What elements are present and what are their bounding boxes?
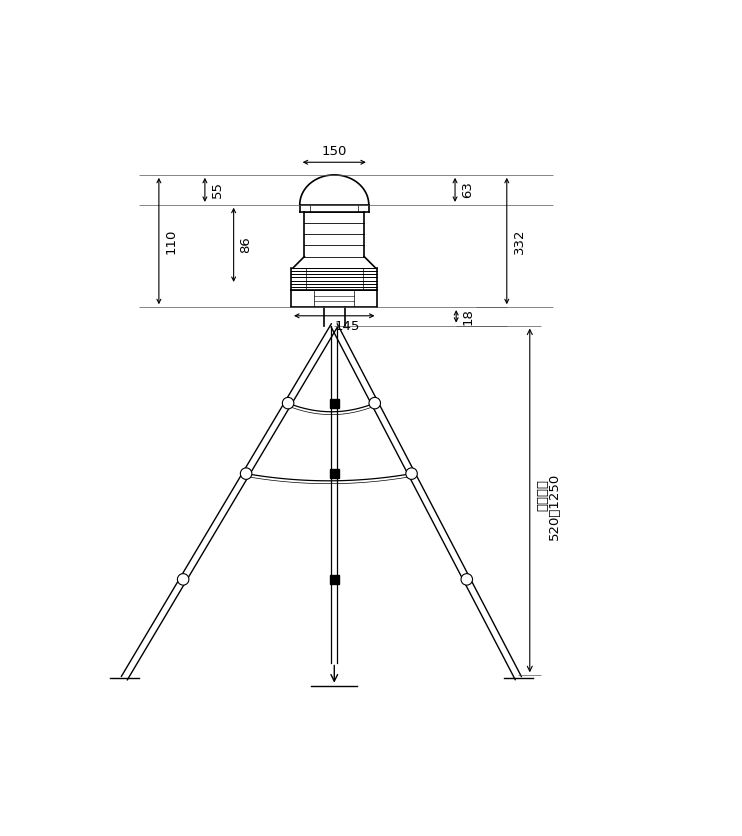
Bar [329, 575, 339, 584]
Text: 55: 55 [211, 181, 223, 198]
Circle shape [461, 573, 473, 585]
Text: 110: 110 [165, 228, 177, 254]
Text: 63: 63 [461, 181, 474, 198]
Bar [329, 399, 339, 408]
Circle shape [177, 573, 189, 585]
Circle shape [369, 397, 381, 409]
Text: 520－1250: 520－1250 [548, 472, 560, 540]
Bar [329, 469, 339, 478]
Text: 伸缩范围: 伸缩范围 [536, 479, 549, 511]
Text: 86: 86 [240, 237, 252, 253]
Circle shape [283, 397, 294, 409]
Text: 332: 332 [513, 228, 525, 254]
Text: 150: 150 [321, 145, 347, 158]
Circle shape [406, 468, 417, 479]
Text: 145: 145 [334, 320, 360, 334]
Text: 18: 18 [462, 308, 475, 325]
Circle shape [240, 468, 252, 479]
